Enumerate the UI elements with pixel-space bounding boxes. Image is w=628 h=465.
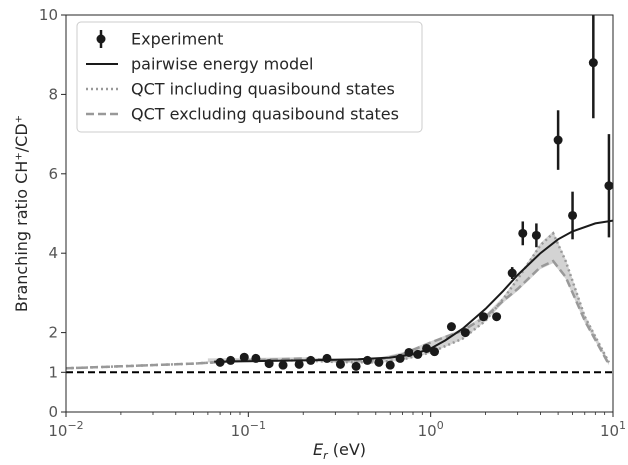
y-tick-label-1: 1 <box>48 363 58 381</box>
experiment-point-11 <box>362 355 372 365</box>
experiment-point-25 <box>531 230 541 240</box>
y-tick-label-0: 0 <box>48 403 58 421</box>
axes-frame <box>65 14 614 413</box>
experiment-point-21 <box>479 312 489 322</box>
y-tick-label-2: 2 <box>48 324 58 342</box>
experiment-point-3 <box>251 353 261 363</box>
y-tick-label-10: 10 <box>39 6 58 24</box>
experiment-point-14 <box>395 353 405 363</box>
experiment-point-23 <box>507 268 517 278</box>
experiment-point-16 <box>413 349 423 359</box>
y-tick-label-4: 4 <box>48 244 58 262</box>
experiment-point-22 <box>492 312 502 322</box>
y-axis-label: Branching ratio CH⁺/CD⁺ <box>12 115 31 312</box>
y-tick-label-6: 6 <box>48 165 58 183</box>
x-tick-label-3: 101 <box>600 419 626 440</box>
y-tick-label-8: 8 <box>48 85 58 103</box>
experiment-point-1 <box>226 355 236 365</box>
experiment-point-0 <box>215 357 225 367</box>
experiment-point-5 <box>278 360 288 370</box>
x-tick-label-2: 100 <box>418 419 444 440</box>
legend-marker-sample <box>96 34 106 44</box>
legend-label-3: QCT excluding quasibound states <box>131 105 399 124</box>
experiment-point-27 <box>568 210 578 220</box>
legend-label-0: Experiment <box>131 30 223 49</box>
experiment-point-6 <box>294 359 304 369</box>
experiment-point-13 <box>385 360 395 370</box>
legend-label-1: pairwise energy model <box>131 55 313 74</box>
x-axis-label: Er (eV) <box>313 440 366 461</box>
experiment-point-29 <box>604 181 613 191</box>
experiment-point-19 <box>446 322 456 332</box>
experiment-point-28 <box>588 58 598 68</box>
experiment-point-10 <box>351 361 361 371</box>
qct-shaded-band <box>207 231 609 366</box>
plot-area <box>66 15 613 374</box>
legend-label-2: QCT including quasibound states <box>131 80 395 99</box>
experiment-point-2 <box>239 352 249 362</box>
experiment-point-24 <box>518 228 528 238</box>
x-tick-label-0: 10−2 <box>48 419 83 440</box>
experiment-point-17 <box>422 343 432 353</box>
qct-including-line <box>66 231 611 370</box>
legend-box <box>76 21 423 133</box>
experiment-point-18 <box>430 347 440 357</box>
experiment-point-7 <box>306 355 316 365</box>
experiment-point-9 <box>335 359 345 369</box>
pairwise-model-line <box>214 219 613 363</box>
experiment-point-4 <box>264 359 274 369</box>
experiment-point-15 <box>404 347 414 357</box>
experiment-point-8 <box>322 353 332 363</box>
experiment-point-12 <box>374 357 384 367</box>
experiment-point-26 <box>553 135 563 145</box>
legend: Experiment pairwise energy model QCT inclu… <box>76 21 423 133</box>
x-tick-label-1: 10−1 <box>231 419 266 440</box>
experiment-point-20 <box>460 328 470 338</box>
